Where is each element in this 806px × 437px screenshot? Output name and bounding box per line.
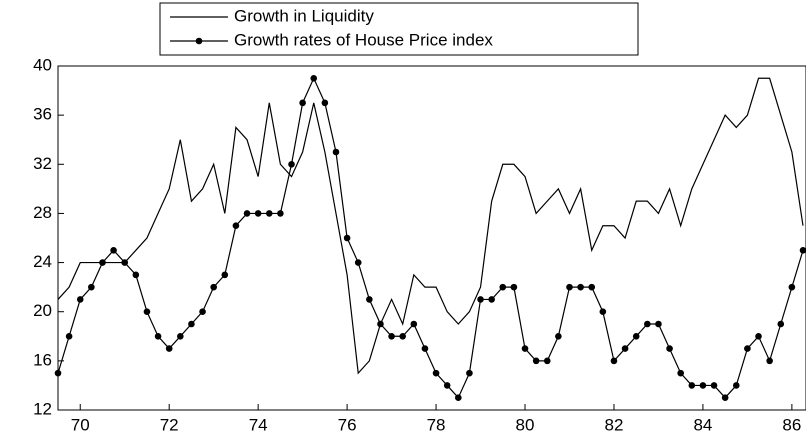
series-marker — [466, 369, 473, 377]
y-tick-label: 32 — [33, 154, 52, 173]
series-marker — [88, 283, 95, 291]
legend-marker — [195, 37, 203, 45]
series-marker — [577, 283, 584, 291]
series-marker — [110, 246, 117, 254]
series-marker — [421, 345, 429, 352]
series-marker — [188, 320, 195, 328]
series-marker — [265, 210, 273, 217]
series-marker — [199, 308, 206, 316]
series-marker — [655, 320, 662, 328]
series-marker — [588, 283, 596, 291]
series-marker — [299, 99, 306, 107]
x-tick-label: 72 — [160, 415, 179, 434]
x-tick-label: 86 — [782, 415, 801, 434]
x-tick-label: 84 — [693, 415, 712, 434]
series-marker — [177, 332, 184, 340]
series-marker — [221, 271, 229, 279]
series-marker — [254, 210, 262, 217]
series-marker — [521, 345, 529, 352]
y-tick-label: 12 — [33, 399, 52, 418]
series-marker — [777, 320, 785, 328]
y-tick-label: 40 — [33, 55, 52, 74]
series-marker — [644, 320, 651, 328]
series-marker — [65, 332, 73, 340]
series-marker — [621, 345, 629, 352]
series-marker — [243, 210, 251, 217]
series-marker — [210, 283, 217, 291]
y-tick-label: 20 — [33, 301, 52, 320]
series-marker — [510, 283, 518, 291]
x-tick-label: 80 — [516, 415, 535, 434]
series-marker — [477, 296, 484, 303]
series-marker — [288, 160, 295, 168]
series-marker — [766, 357, 773, 365]
series-marker — [310, 74, 318, 82]
series-marker — [132, 271, 140, 279]
series-marker — [488, 296, 495, 303]
series-marker — [699, 382, 707, 389]
series-marker — [154, 332, 162, 340]
series-marker — [54, 369, 62, 377]
series-marker — [388, 332, 395, 340]
series-marker — [744, 345, 751, 352]
series-marker — [410, 320, 418, 328]
series-marker — [354, 259, 362, 266]
series-marker — [332, 148, 340, 156]
series-marker — [343, 234, 351, 242]
series-marker — [165, 345, 173, 352]
y-tick-label: 36 — [33, 105, 52, 124]
series-marker — [677, 369, 684, 377]
series-marker — [321, 99, 329, 107]
legend-label: Growth in Liquidity — [234, 6, 374, 25]
series-marker — [666, 345, 673, 352]
series-marker — [232, 222, 240, 230]
plot-frame — [57, 65, 806, 411]
y-tick-label: 16 — [33, 350, 52, 369]
legend-box — [159, 2, 639, 56]
series-marker — [566, 283, 573, 291]
x-tick-label: 74 — [249, 415, 268, 434]
series-marker — [755, 332, 762, 340]
series-line — [57, 77, 804, 375]
series-marker — [688, 382, 696, 389]
series-marker — [788, 283, 796, 291]
series-marker — [432, 369, 440, 377]
series-marker — [555, 332, 562, 340]
legend-label: Growth rates of House Price index — [234, 30, 493, 49]
x-tick-label: 70 — [71, 415, 90, 434]
x-tick-label: 82 — [605, 415, 624, 434]
series-marker — [721, 394, 729, 402]
series-marker — [599, 308, 607, 316]
series-marker — [76, 296, 84, 303]
series-marker — [543, 357, 551, 365]
series-marker — [610, 357, 618, 365]
series-marker — [443, 382, 451, 389]
x-tick-label: 78 — [427, 415, 446, 434]
series-marker — [799, 246, 806, 254]
series-marker — [121, 259, 129, 266]
series-marker — [732, 382, 740, 389]
series-marker — [399, 332, 407, 340]
series-marker — [366, 296, 373, 303]
series-marker — [632, 332, 640, 340]
series-marker — [499, 283, 507, 291]
series-marker — [277, 210, 284, 217]
x-tick-label: 76 — [338, 415, 357, 434]
series-marker — [532, 357, 540, 365]
series-marker — [143, 308, 151, 316]
series-marker — [454, 394, 462, 402]
y-tick-label: 24 — [33, 252, 52, 271]
series-marker — [99, 259, 106, 266]
y-tick-label: 28 — [33, 203, 52, 222]
series-marker — [377, 320, 384, 328]
series-marker — [710, 382, 718, 389]
